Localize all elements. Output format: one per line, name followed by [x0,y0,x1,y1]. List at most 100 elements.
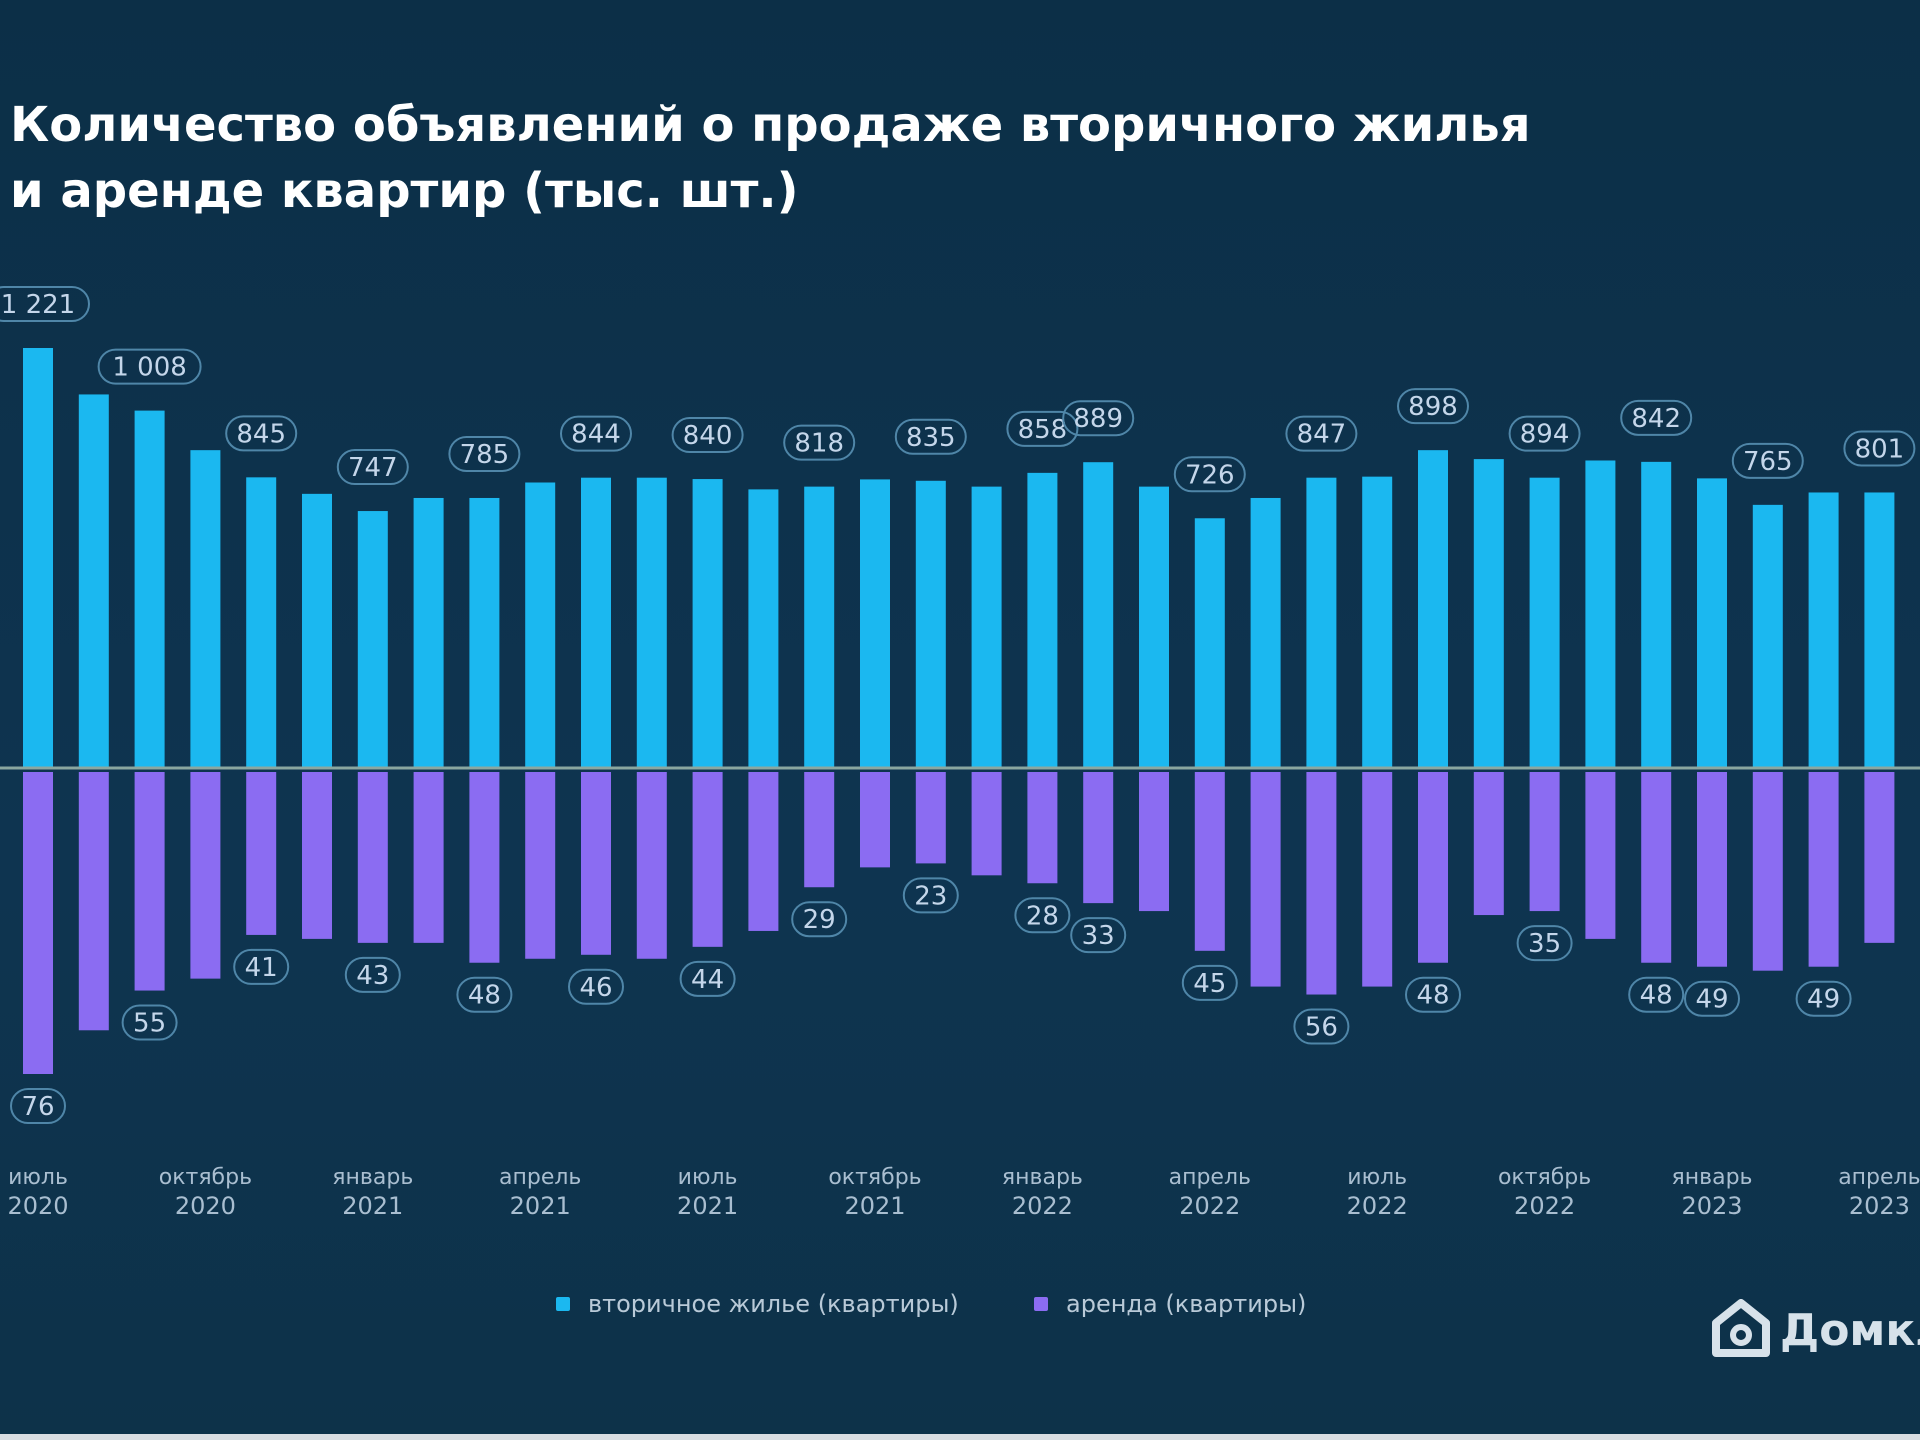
secondary-bar [190,450,221,768]
rent-value-label: 33 [1082,921,1115,951]
rent-bar [357,772,388,943]
secondary-value-label-badge [1731,442,1804,479]
secondary-value-label-badge [1508,415,1581,452]
legend-label-secondary: вторичное жилье (квартиры) [588,1290,959,1318]
rent-bar [190,772,221,979]
x-tick-year: 2022 [1179,1192,1240,1220]
secondary-value-label-badge [0,286,90,322]
domclick-logo: Домкл [1712,1299,1920,1361]
chart-title-line-2: и аренде квартир (тыс. шт.) [10,163,799,219]
secondary-bar [971,486,1002,768]
secondary-value-label: 898 [1408,392,1458,422]
secondary-value-label-badge [560,415,632,452]
secondary-value-label-badge [1006,410,1079,447]
secondary-value-label-badge [1397,388,1469,425]
house-logo-icon [1712,1299,1770,1361]
x-tick-month: октябрь [828,1165,921,1190]
secondary-bar [78,394,109,768]
x-tick-month: апрель [1169,1165,1251,1190]
rent-bar [469,772,500,963]
x-tick-month: апрель [499,1165,581,1190]
secondary-value-label: 845 [236,419,286,449]
rent-value-label: 55 [133,1009,166,1039]
secondary-value-label-badge [783,424,856,461]
secondary-bar [134,410,165,768]
rent-bar [1083,772,1114,904]
rent-bar [1362,772,1393,987]
rent-value-label-badge [1628,976,1685,1013]
rent-value-label-badge [568,968,624,1005]
rent-bar [23,772,53,1074]
rent-value-label-badge [233,948,290,985]
secondary-value-label-badge [671,417,744,454]
rent-value-label-badge [1684,980,1740,1017]
rent-bar [748,772,779,931]
rent-value-label: 49 [1807,985,1840,1015]
x-tick-year: 2023 [1849,1192,1910,1220]
rent-bar [302,772,332,939]
secondary-bar [915,480,946,768]
rent-bar [1194,772,1225,951]
secondary-bar [860,479,890,768]
chart-legend: вторичное жилье (квартиры) аренда (кварт… [0,1290,1920,1330]
secondary-value-label: 894 [1520,420,1570,450]
chart-title: Количество объявлений о продаже вторично… [10,92,1810,224]
secondary-value-label: 785 [460,440,510,470]
rent-bar [692,772,723,947]
rent-value-label-badge [1293,1008,1350,1045]
rent-value-label: 43 [356,961,389,991]
secondary-bar [302,493,332,768]
secondary-bar [1641,461,1672,768]
secondary-bar [1808,492,1839,768]
x-tick-month: январь [1002,1165,1083,1190]
rent-value-label: 35 [1528,929,1561,959]
rent-value-label-badge [1070,917,1127,954]
rent-value-label: 48 [468,981,501,1011]
x-tick-year: 2022 [1347,1192,1408,1220]
rent-bar [1027,772,1058,884]
secondary-bar [23,348,53,768]
x-tick-year: 2020 [7,1192,68,1220]
secondary-value-label: 1 221 [1,290,75,320]
secondary-bar [469,497,500,768]
rent-value-label-badge [1795,980,1852,1017]
secondary-value-label: 818 [794,429,844,459]
secondary-bar [1194,518,1225,768]
secondary-value-label: 801 [1855,434,1905,464]
rent-value-label: 28 [1026,901,1059,931]
x-tick-year: 2021 [342,1192,403,1220]
x-tick-month: июль [1347,1165,1407,1190]
x-tick-year: 2022 [1012,1192,1073,1220]
bottom-border [0,1434,1920,1440]
rent-value-label: 46 [579,973,612,1003]
rent-bar [1641,772,1672,963]
secondary-bar [1083,462,1114,768]
rent-value-label: 23 [914,881,947,911]
rent-value-label-badge [1405,976,1461,1013]
secondary-bar [1752,504,1783,768]
secondary-value-label: 747 [348,453,398,483]
rent-bar [915,772,946,864]
secondary-value-label-badge [1062,400,1135,437]
rent-value-label-badge [10,1088,66,1124]
legend-item-rent: аренда (квартиры) [1034,1290,1306,1318]
rent-value-label-badge [902,877,959,914]
rent-bar [1752,772,1783,971]
secondary-value-label-badge [1843,430,1916,467]
secondary-value-label: 1 008 [112,353,186,383]
rent-bar [78,772,109,1031]
rent-bar [1250,772,1281,987]
rent-bar [1585,772,1616,939]
rent-bar [971,772,1002,876]
rent-bar [1306,772,1337,995]
secondary-bar [1306,477,1337,768]
rent-value-label-badge [791,901,848,938]
secondary-value-label-badge [1173,456,1246,493]
rent-value-label: 29 [803,905,836,935]
secondary-bar [804,486,835,768]
logo-text: Домкл [1780,1304,1920,1356]
x-tick-month: июль [8,1165,68,1190]
x-tick-month: октябрь [1498,1165,1591,1190]
rent-bar [1697,772,1727,967]
